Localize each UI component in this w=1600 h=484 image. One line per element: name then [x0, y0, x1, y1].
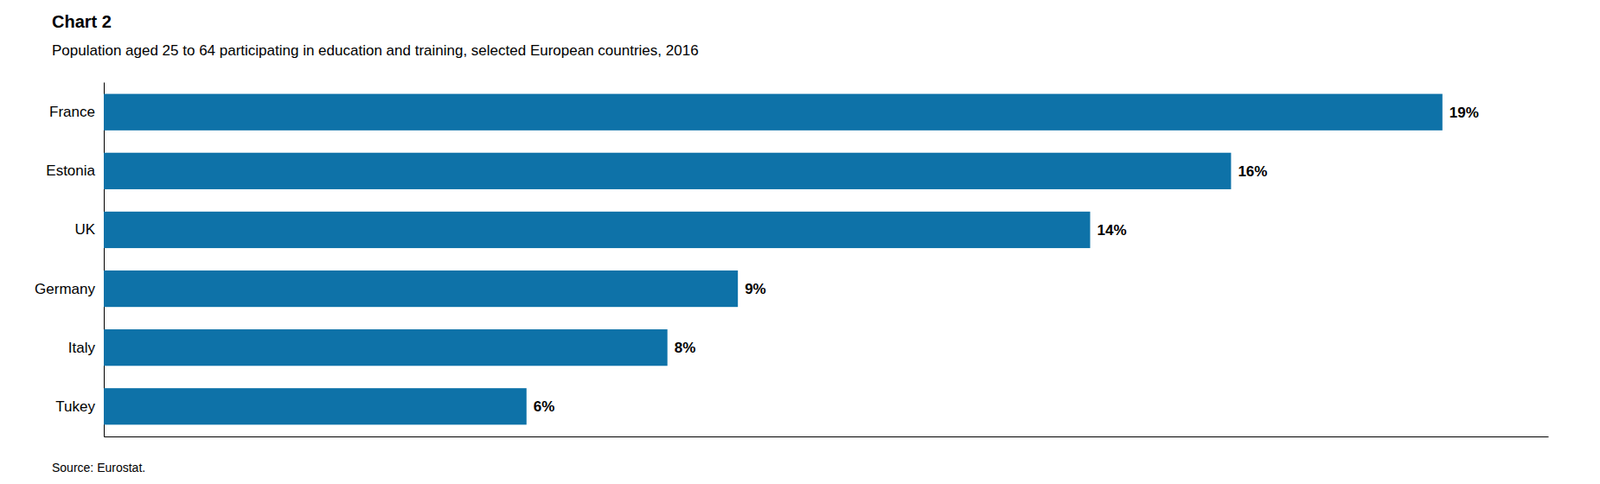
tick-label: Germany: [34, 280, 96, 297]
axis-line: [104, 436, 1549, 438]
tick: Tukey: [55, 398, 104, 416]
data-label: 19%: [1449, 104, 1479, 122]
y-axis: France Estonia UK Germany Italy Tukey: [34, 83, 104, 438]
chart: Chart 2 Population aged 25 to 64 particip…: [0, 0, 1600, 484]
axis-line: [103, 83, 105, 438]
tick-label: France: [49, 103, 96, 121]
x-axis: [104, 436, 1549, 438]
tick-label: Estonia: [45, 162, 96, 180]
title: Chart 2: [51, 12, 112, 32]
subtitle: Population aged 25 to 64 participating i…: [51, 42, 699, 59]
bar: [103, 211, 1090, 249]
bar: [103, 329, 668, 366]
bar: [103, 94, 1443, 131]
data-label: 14%: [1096, 222, 1127, 239]
tick: France: [49, 103, 104, 121]
data-label: 9%: [744, 281, 767, 298]
tick: Germany: [34, 280, 104, 297]
bar: [103, 270, 738, 308]
bar: [103, 153, 1231, 190]
data-label: 8%: [674, 339, 697, 357]
tick: UK: [74, 221, 104, 238]
data-label: 6%: [533, 398, 556, 416]
tick-label: Tukey: [55, 398, 96, 416]
data-label: 16%: [1237, 163, 1268, 180]
tick-label: Italy: [68, 339, 96, 357]
bars: [103, 94, 1443, 426]
source: Source: Eurostat.: [51, 460, 146, 475]
bar: [103, 388, 527, 425]
plot: France Estonia UK Germany Italy Tukey 19% 16% 14…: [34, 83, 1549, 438]
data-labels: 19% 16% 14% 9% 8% 6%: [533, 104, 1479, 416]
tick-label: UK: [74, 221, 96, 238]
tick: Italy: [68, 339, 104, 357]
tick: Estonia: [45, 162, 104, 180]
